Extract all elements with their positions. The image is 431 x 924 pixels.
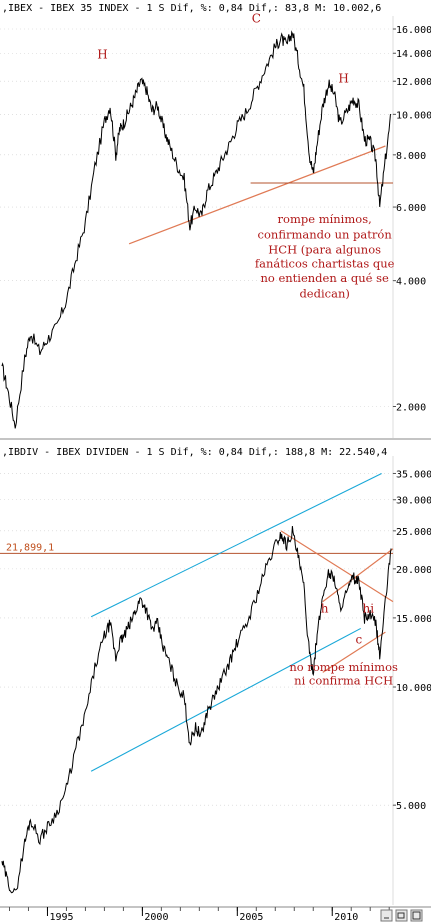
ibdiv-panel: ,IBDIV - IBEX DIVIDEN - 1 S Dif, %: 0,84…	[0, 447, 431, 905]
chart-annotation: c	[355, 633, 362, 647]
chart-annotation: h	[321, 601, 329, 615]
chart-annotation: confirmando un patrón	[258, 227, 393, 241]
x-axis: 1995 2000 2005 2010	[0, 906, 431, 923]
window-controls	[380, 909, 423, 922]
maximize-icon[interactable]	[410, 909, 423, 922]
chart-annotation: hi	[363, 601, 375, 615]
chart-annotation: no rompe mínimos	[289, 660, 398, 674]
ibex-trendlines	[128, 145, 393, 245]
chart-annotation: no entienden a qué se	[260, 271, 389, 285]
ibex-series	[1, 30, 392, 429]
ytick-label: 12.000	[396, 77, 431, 88]
ytick-label: 20.000	[396, 565, 431, 576]
ytick-label: 4.000	[396, 277, 426, 288]
xtick-label: 2010	[334, 912, 358, 923]
ytick-label: 8.000	[396, 151, 426, 162]
ytick-label: 10.000	[396, 683, 431, 694]
restore-icon[interactable]	[395, 909, 408, 922]
ytick-label: 6.000	[396, 203, 426, 214]
ytick-label: 2.000	[396, 402, 426, 413]
ibex-panel: ,IBEX - IBEX 35 INDEX - 1 S Dif, %: 0,84…	[0, 3, 431, 440]
ytick-label: 10.000	[396, 110, 431, 121]
chart-annotation: C	[252, 11, 261, 25]
ibdiv-grid	[0, 473, 393, 806]
xtick-label: 2000	[144, 912, 168, 923]
price-series-line	[1, 30, 392, 429]
ibex-header: ,IBEX - IBEX 35 INDEX - 1 S Dif, %: 0,84…	[2, 3, 381, 14]
ytick-label: 35.000	[396, 469, 431, 480]
xtick-label: 1995	[49, 912, 73, 923]
neckline-trendline	[128, 145, 386, 245]
chart-annotation: H	[97, 48, 107, 62]
chart-annotation: rompe mínimos,	[278, 212, 372, 226]
support-trendline	[322, 631, 386, 673]
chart-annotation: HCH (para algunos	[268, 242, 381, 256]
chart-annotation: ni confirma HCH	[294, 673, 393, 687]
ytick-label: 25.000	[396, 527, 431, 538]
neckline-trendline	[322, 548, 394, 603]
xtick-label: 2005	[239, 912, 263, 923]
ibdiv-series	[1, 525, 392, 894]
ytick-label: 15.000	[396, 614, 431, 625]
upper-channel-line	[90, 472, 382, 618]
ytick-label: 16.000	[396, 25, 431, 36]
price-series-line	[1, 525, 392, 894]
ibdiv-yaxis: 35.000 30.000 25.000 20.000 15.000 10.000 5.00…	[393, 469, 431, 812]
ibdiv-header: ,IBDIV - IBEX DIVIDEN - 1 S Dif, %: 0,84…	[2, 447, 387, 458]
chart-annotation: dedican)	[299, 286, 349, 300]
chart-annotation: H	[338, 72, 348, 86]
minimize-icon[interactable]	[380, 909, 393, 922]
price-level-label: 21,899,1	[6, 542, 54, 553]
descending-trendline	[280, 530, 394, 603]
ibex-grid	[0, 28, 393, 407]
ytick-label: 30.000	[396, 496, 431, 507]
ibex-yaxis: 16.000 14.000 12.000 10.000 8.000 6.000 4.000 2…	[393, 25, 431, 413]
chart-annotation: fanáticos chartistas que	[255, 257, 395, 271]
ytick-label: 14.000	[396, 49, 431, 60]
ytick-label: 5.000	[396, 801, 426, 812]
